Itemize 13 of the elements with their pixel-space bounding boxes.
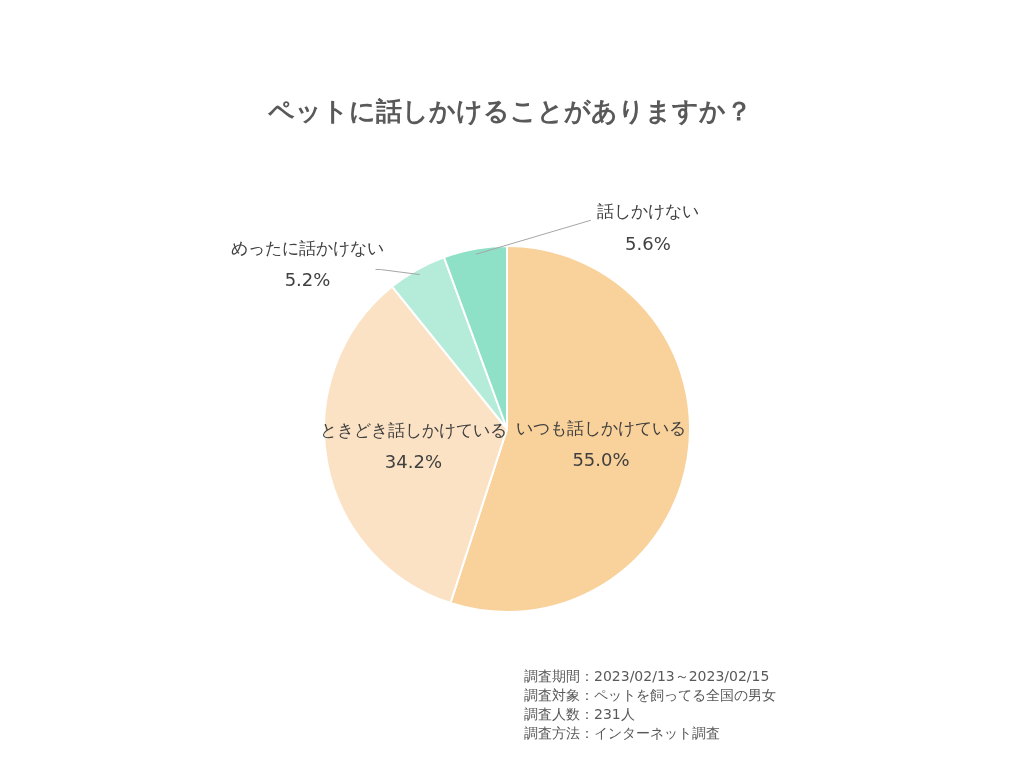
text: 調査期間：2023/02/13～2023/02/15: [524, 668, 770, 684]
data-label: 34.2%: [384, 451, 443, 473]
text: 調査方法：インターネット調査: [524, 725, 720, 741]
chart-title: ペットに話しかけることがありますか？: [267, 96, 752, 126]
text: 調査人数：231人: [524, 706, 635, 722]
text: 調査対象：ペットを飼ってる全国の男女: [524, 687, 776, 703]
data-label: 5.6%: [625, 233, 671, 255]
slice-label: めったに話かけない: [231, 237, 385, 258]
slice-label: いつも話しかけている: [515, 417, 686, 438]
slice-label: 話しかけない: [596, 201, 699, 222]
data-label: 5.2%: [284, 268, 331, 290]
slice-label: ときどき話しかけている: [319, 420, 507, 441]
data-label: 55.0%: [572, 448, 630, 470]
